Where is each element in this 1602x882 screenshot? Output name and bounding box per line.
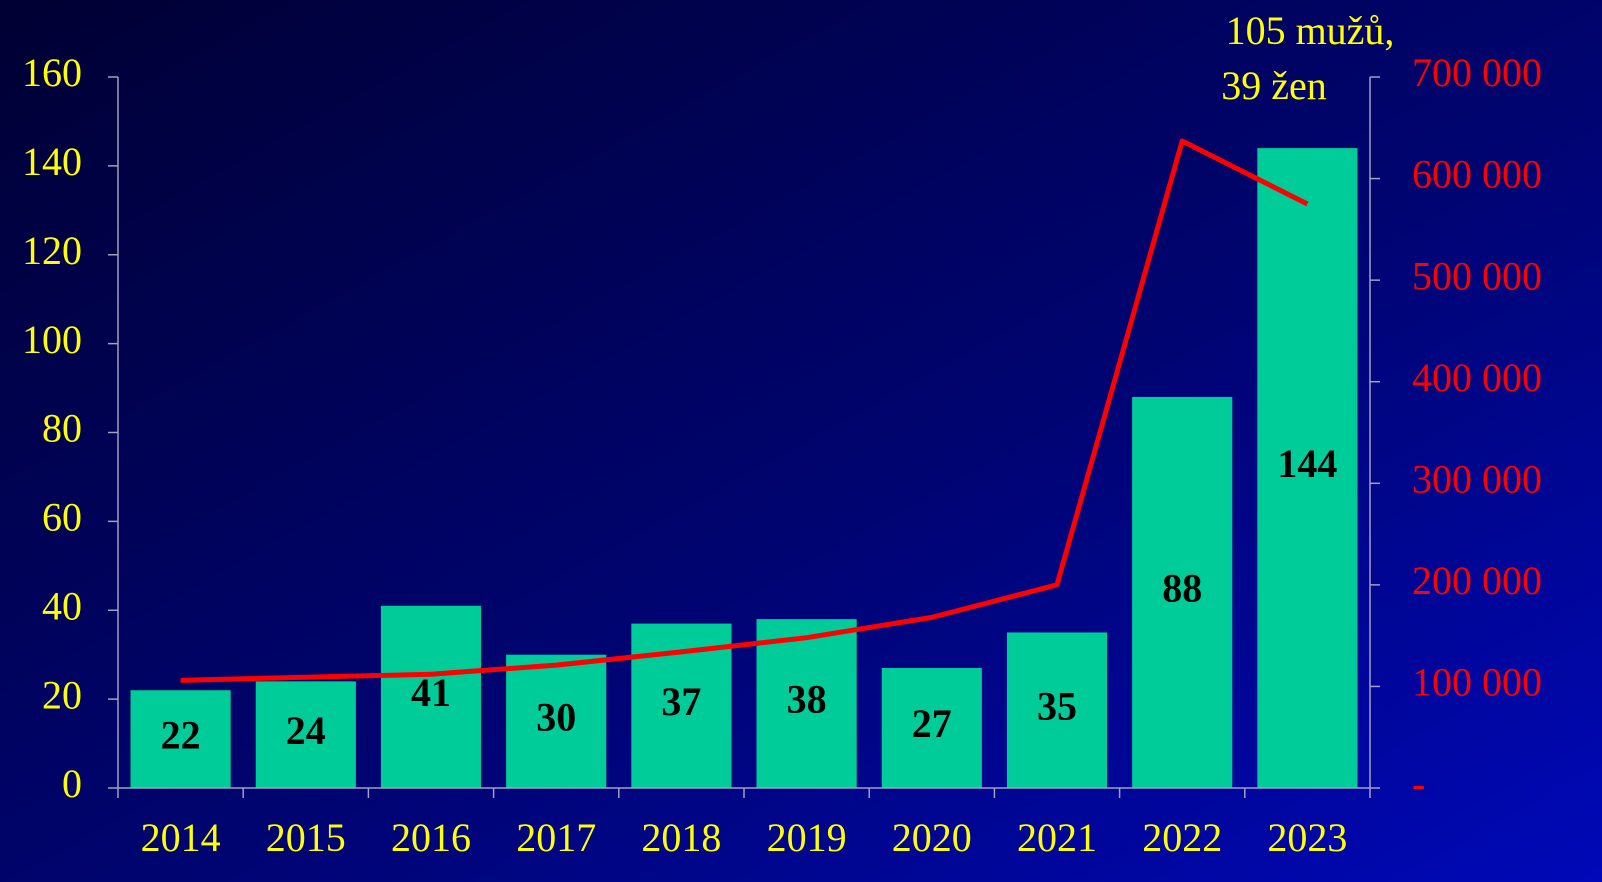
x-tick-label: 2019 bbox=[767, 815, 847, 860]
x-tick-label: 2016 bbox=[391, 815, 471, 860]
x-tick-label: 2021 bbox=[1017, 815, 1097, 860]
data-label: 35 bbox=[1037, 683, 1077, 728]
y-tick-label: 80 bbox=[42, 406, 82, 451]
bar bbox=[506, 654, 607, 788]
y-tick-label: 120 bbox=[22, 228, 82, 273]
y2-tick-label: 600 000 bbox=[1412, 152, 1542, 197]
bar bbox=[881, 668, 982, 788]
y-tick-label: 20 bbox=[42, 672, 82, 717]
y-tick-label: 40 bbox=[42, 583, 82, 628]
y2-tick-label: 400 000 bbox=[1412, 355, 1542, 400]
annotation: 39 žen bbox=[1221, 63, 1327, 108]
y2-tick-label: 700 000 bbox=[1412, 50, 1542, 95]
data-label: 144 bbox=[1277, 441, 1337, 486]
x-tick-label: 2023 bbox=[1267, 815, 1347, 860]
data-label: 22 bbox=[161, 712, 201, 757]
bar bbox=[1006, 632, 1108, 788]
y2-tick-label: - bbox=[1412, 761, 1425, 806]
y-tick-label: 0 bbox=[62, 761, 82, 806]
bar bbox=[756, 619, 857, 788]
y2-tick-label: 300 000 bbox=[1412, 456, 1542, 501]
bar bbox=[255, 681, 356, 788]
y2-tick-label: 100 000 bbox=[1412, 660, 1542, 705]
line-series bbox=[180, 138, 1309, 683]
bar bbox=[130, 690, 231, 788]
bar bbox=[1132, 396, 1233, 788]
data-label: 30 bbox=[536, 695, 576, 740]
annotation: 105 mužů, bbox=[1226, 8, 1395, 53]
data-label: 88 bbox=[1162, 566, 1202, 611]
data-label: 37 bbox=[661, 679, 701, 724]
y-tick-label: 60 bbox=[42, 495, 82, 540]
data-label: 24 bbox=[286, 708, 326, 753]
bar bbox=[1257, 148, 1358, 789]
x-tick-label: 2014 bbox=[141, 815, 221, 860]
y2-tick-label: 200 000 bbox=[1412, 558, 1542, 603]
data-label: 38 bbox=[787, 677, 827, 722]
x-tick-label: 2017 bbox=[516, 815, 596, 860]
y-tick-label: 140 bbox=[22, 139, 82, 184]
y-tick-label: 100 bbox=[22, 317, 82, 362]
data-label: 41 bbox=[411, 670, 451, 715]
data-label: 27 bbox=[912, 701, 952, 746]
x-tick-label: 2020 bbox=[892, 815, 972, 860]
bar bbox=[380, 605, 482, 788]
x-tick-label: 2022 bbox=[1142, 815, 1222, 860]
x-tick-label: 2018 bbox=[641, 815, 721, 860]
x-tick-label: 2015 bbox=[266, 815, 346, 860]
y-tick-label: 160 bbox=[22, 50, 82, 95]
y2-tick-label: 500 000 bbox=[1412, 253, 1542, 298]
